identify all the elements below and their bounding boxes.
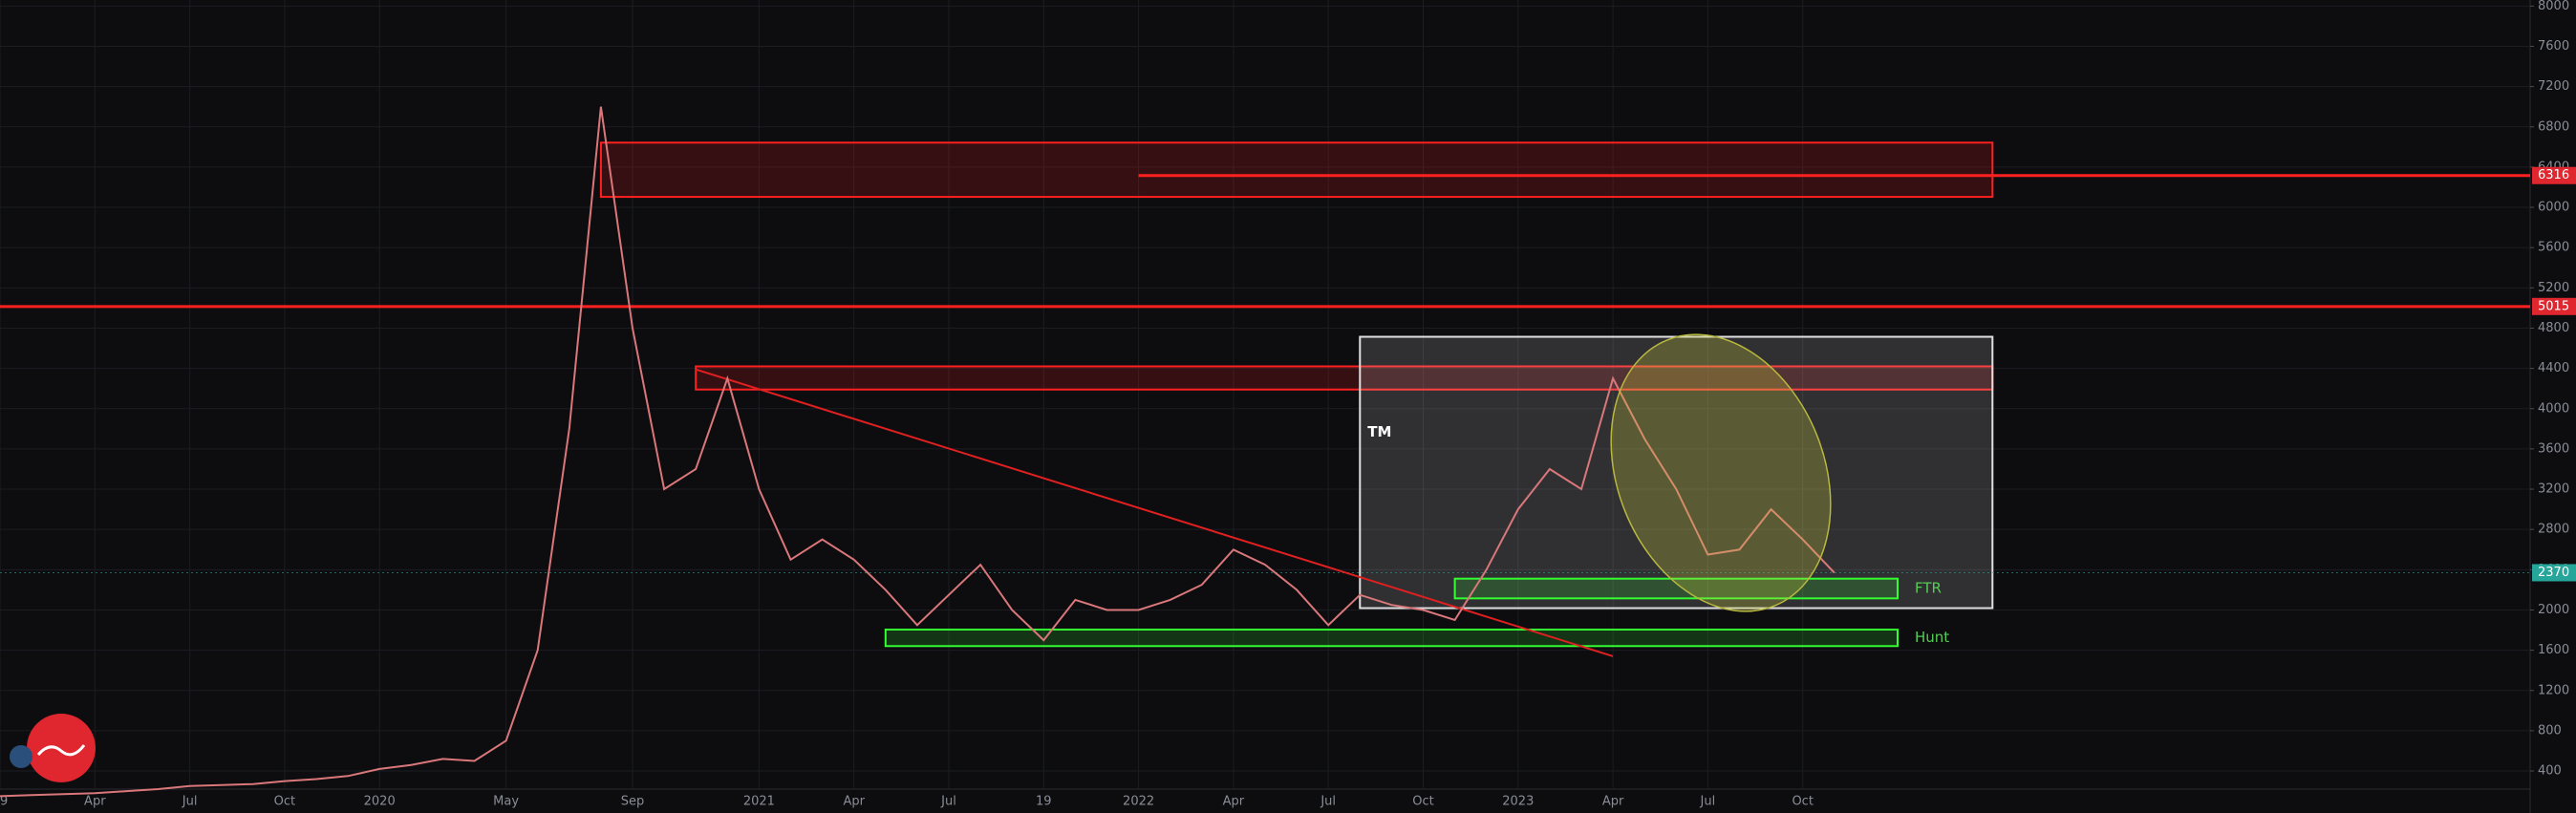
x-tick-label: Jul [1700, 795, 1716, 809]
price-tag [2532, 297, 2576, 315]
x-tick-label: 19 [1036, 795, 1052, 809]
x-tick-label: 19 [0, 795, 8, 809]
y-tick-label: 2000 [2538, 603, 2569, 617]
x-tick-label: Sep [621, 795, 645, 809]
x-tick-label: Jul [1320, 795, 1336, 809]
zone [884, 629, 1899, 648]
y-tick-label: 5200 [2538, 281, 2569, 295]
x-tick-label: Oct [1412, 795, 1433, 809]
y-tick-label: 3200 [2538, 482, 2569, 497]
y-tick-label: 4800 [2538, 321, 2569, 335]
y-tick-label: 400 [2538, 764, 2562, 779]
x-tick-label: Oct [1792, 795, 1813, 809]
x-tick-label: Apr [1223, 795, 1245, 809]
logo [27, 714, 96, 782]
y-tick-label: 3600 [2538, 441, 2569, 456]
y-tick-label: 7200 [2538, 79, 2569, 94]
y-tick-label: 6000 [2538, 201, 2569, 215]
icon [10, 745, 32, 768]
x-tick-label: 2023 [1502, 795, 1534, 809]
zone [599, 141, 1994, 199]
y-tick-label: 4400 [2538, 361, 2569, 375]
x-tick-label: Oct [274, 795, 295, 809]
y-tick-label: 5600 [2538, 241, 2569, 255]
zone-label: Hunt [1915, 629, 1949, 646]
zone-label: FTR [1915, 580, 1942, 597]
x-tick-label: Jul [940, 795, 956, 809]
zone [1453, 577, 1899, 600]
x-tick-label: Apr [84, 795, 106, 809]
zone [1359, 335, 1994, 610]
x-tick-label: Apr [843, 795, 865, 809]
x-tick-label: 2021 [743, 795, 775, 809]
y-tick-label: 800 [2538, 723, 2562, 738]
y-tick-label: 6800 [2538, 119, 2569, 134]
price-tag-label: 6316 [2538, 168, 2569, 182]
y-axis-area [2530, 0, 2576, 813]
logo-mark [36, 744, 86, 757]
x-tick-label: Apr [1602, 795, 1624, 809]
x-tick-label: May [493, 795, 519, 809]
x-tick-label: 2022 [1123, 795, 1154, 809]
y-tick-label: 8000 [2538, 0, 2569, 13]
price-tag-label: 5015 [2538, 299, 2569, 313]
price-tag [2532, 564, 2576, 582]
trendline [695, 368, 1614, 657]
y-tick-label: 2800 [2538, 523, 2569, 537]
x-tick-label: Jul [182, 795, 198, 809]
zone-label: TM [1367, 423, 1391, 440]
price-line [0, 106, 1835, 798]
y-tick-label: 1200 [2538, 683, 2569, 697]
y-tick-label: 4000 [2538, 401, 2569, 416]
y-tick-label: 1600 [2538, 643, 2569, 657]
price-tag-label: 2370 [2538, 566, 2569, 580]
x-tick-label: 2020 [364, 795, 396, 809]
highlight-ellipse [1610, 333, 1832, 612]
price-tag [2532, 166, 2576, 184]
y-tick-label: 7600 [2538, 39, 2569, 53]
